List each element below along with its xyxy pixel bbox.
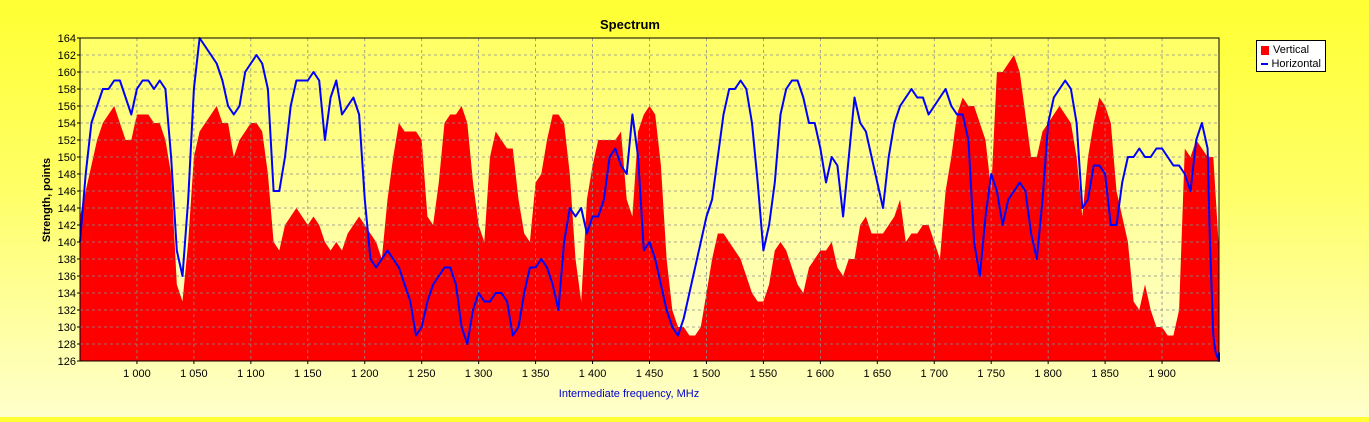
x-tick-label: 1 400 [579, 368, 607, 380]
legend-label-vertical: Vertical [1273, 44, 1310, 56]
x-tick-label: 1 200 [351, 368, 379, 380]
x-tick-label: 1 550 [750, 368, 778, 380]
series-horizontal-line [79, 37, 1220, 362]
x-tick-label: 1 800 [1034, 368, 1062, 380]
y-tick-label: 158 [58, 84, 76, 96]
y-tick-label: 142 [58, 220, 76, 232]
x-tick-label: 1 450 [636, 368, 664, 380]
x-tick-label: 1 750 [977, 368, 1005, 380]
legend-swatch-horizontal [1261, 63, 1269, 65]
x-tick-label: 1 650 [864, 368, 892, 380]
x-tick-label: 1 050 [180, 368, 208, 380]
x-tick-label: 1 850 [1091, 368, 1119, 380]
y-tick-label: 160 [58, 67, 76, 79]
y-tick-label: 128 [58, 339, 76, 351]
chart-legend: Vertical Horizontal [1256, 40, 1326, 72]
x-tick-label: 1 000 [123, 368, 151, 380]
y-tick-label: 136 [58, 271, 76, 283]
y-tick-label: 130 [58, 322, 76, 334]
y-tick-label: 140 [58, 237, 76, 249]
y-tick-label: 126 [58, 356, 76, 368]
y-tick-label: 154 [58, 118, 76, 130]
x-tick-label: 1 700 [920, 368, 948, 380]
y-tick-label: 132 [58, 305, 76, 317]
plot-area: 126 128 130 132 134 136 138 140 142 144 146 148 150 1… [58, 33, 1220, 380]
legend-item-horizontal: Horizontal [1261, 57, 1321, 71]
y-tick-label: 164 [58, 33, 76, 45]
y-tick-label: 134 [58, 288, 76, 300]
x-tick-label: 1 600 [807, 368, 835, 380]
x-tick-label: 1 350 [522, 368, 550, 380]
y-tick-label: 144 [58, 203, 76, 215]
chart-title: Spectrum [600, 17, 660, 32]
y-tick-label: 156 [58, 101, 76, 113]
x-tick-label: 1 250 [408, 368, 436, 380]
legend-swatch-vertical [1261, 45, 1269, 55]
x-tick-label: 1 150 [294, 368, 322, 380]
y-tick-label: 138 [58, 254, 76, 266]
x-tick-label: 1 900 [1148, 368, 1176, 380]
x-tick-label: 1 500 [693, 368, 721, 380]
legend-label-horizontal: Horizontal [1271, 58, 1321, 70]
y-tick-label: 146 [58, 186, 76, 198]
legend-item-vertical: Vertical [1261, 43, 1321, 57]
y-tick-label: 152 [58, 135, 76, 147]
y-axis-label: Strength, points [41, 158, 53, 242]
y-tick-label: 150 [58, 152, 76, 164]
x-tick-label: 1 300 [465, 368, 493, 380]
x-tick-label: 1 100 [237, 368, 265, 380]
y-tick-label: 162 [58, 50, 76, 62]
y-tick-label: 148 [58, 169, 76, 181]
x-axis-label: Intermediate frequency, MHz [559, 388, 699, 400]
